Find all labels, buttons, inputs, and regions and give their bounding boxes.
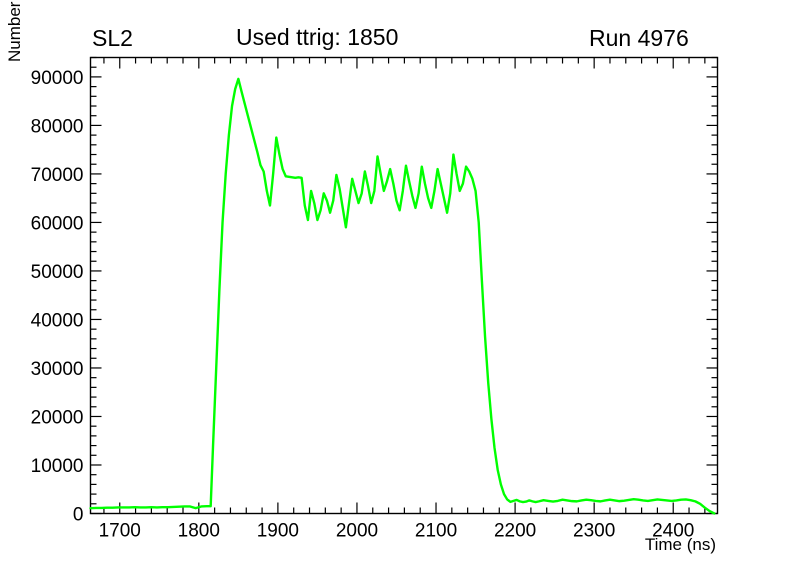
x-tick-label: 2100 — [415, 521, 457, 542]
y-axis-ticks — [90, 56, 718, 515]
x-tick-label: 1900 — [257, 521, 299, 542]
x-axis-ticks — [103, 57, 706, 514]
x-tick-label: 2300 — [573, 521, 615, 542]
plot-title: Used ttrig: 1850 — [236, 24, 399, 50]
digis-time-curve — [89, 77, 716, 515]
y-tick-label: 70000 — [31, 165, 84, 186]
x-tick-label: 1700 — [99, 521, 141, 542]
y-tick-label: 20000 — [31, 407, 84, 428]
superlayer-label: SL2 — [92, 25, 133, 51]
y-tick-label: 50000 — [31, 262, 84, 283]
y-tick-label: 80000 — [31, 116, 84, 137]
y-tick-label: 10000 — [31, 456, 84, 477]
x-tick-label: 1800 — [178, 521, 220, 542]
x-axis-tick-labels: 1700 1800 1900 2000 2100 2200 2300 2400 — [99, 521, 695, 542]
y-axis-tick-labels: 0 10000 20000 30000 40000 50000 60000 70000 8000… — [31, 68, 84, 526]
x-tick-label: 2200 — [494, 521, 536, 542]
y-tick-label: 90000 — [31, 68, 84, 89]
x-tick-label: 2000 — [336, 521, 378, 542]
x-tick-label: 2400 — [652, 521, 694, 542]
y-tick-label: 30000 — [31, 359, 84, 380]
x-axis-title: Time (ns) — [645, 535, 716, 554]
y-tick-label: 0 — [73, 505, 84, 526]
run-number-label: Run 4976 — [589, 25, 689, 51]
plot-frame — [89, 56, 719, 515]
y-tick-label: 40000 — [31, 310, 84, 331]
y-axis-title: Number of digis — [5, 0, 24, 62]
y-tick-label: 60000 — [31, 213, 84, 234]
